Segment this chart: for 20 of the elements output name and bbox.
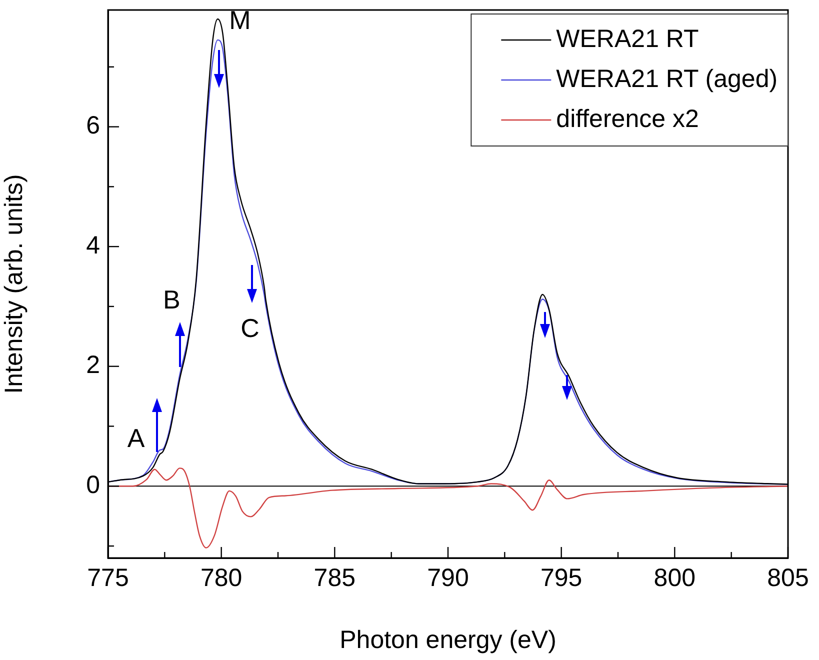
x-tick-label: 780 bbox=[200, 564, 242, 592]
annotation: B bbox=[162, 284, 180, 315]
legend-label: difference x2 bbox=[556, 104, 699, 133]
x-tick-label: 790 bbox=[427, 564, 469, 592]
y-tick-label: 0 bbox=[86, 471, 100, 500]
y-tick-label: 4 bbox=[86, 231, 100, 260]
y-axis-title: Intensity (arb. units) bbox=[0, 174, 28, 394]
annotation: C bbox=[240, 313, 260, 344]
y-tick-label: 6 bbox=[86, 112, 100, 140]
x-axis-title: Photon energy (eV) bbox=[340, 626, 556, 654]
x-tick-label: 795 bbox=[540, 564, 582, 592]
legend-label: WERA21 RT (aged) bbox=[556, 64, 778, 93]
annotation: M bbox=[229, 5, 251, 36]
x-tick-label: 775 bbox=[87, 564, 129, 592]
x-tick-label: 800 bbox=[654, 564, 696, 592]
x-tick-label: 785 bbox=[314, 564, 356, 592]
x-tick-label: 805 bbox=[767, 564, 809, 592]
annotation: A bbox=[127, 423, 146, 454]
y-tick-label: 2 bbox=[86, 351, 100, 380]
legend-label: WERA21 RT bbox=[556, 24, 699, 53]
